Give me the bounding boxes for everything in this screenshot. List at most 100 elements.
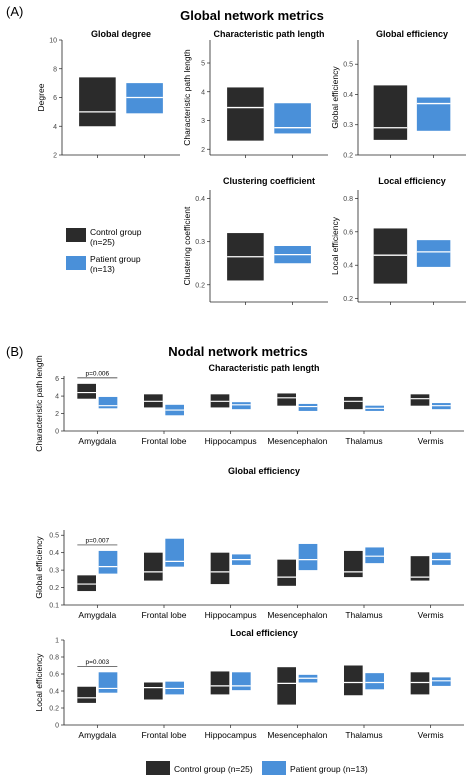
box-control [410, 672, 430, 695]
x-tick-label: Thalamus [345, 730, 382, 740]
chart-title: Global efficiency [376, 29, 448, 39]
x-tick-label: Frontal lobe [142, 730, 187, 740]
x-tick-label: Mesencephalon [267, 610, 327, 620]
y-tick-label: 2 [55, 411, 59, 418]
x-tick-label: Thalamus [345, 436, 382, 446]
x-tick-label: Vermis [418, 610, 444, 620]
legend-n-control: (n=25) [90, 237, 115, 247]
box-control [344, 550, 363, 578]
chart-1: Characteristic path length 2 3 4 5 Characteri… [182, 29, 328, 158]
y-axis-label: Local efficiency [330, 216, 340, 275]
x-tick-label: Hippocampus [205, 730, 257, 740]
chart-4: Local efficiency 0.2 0.4 0.6 0.8 Local effici… [330, 176, 466, 305]
y-tick-label: 4 [53, 124, 57, 131]
panel-a-legend: Control group (n=25) Patient group (n=13… [66, 227, 142, 274]
y-tick-label: 10 [49, 38, 57, 45]
box-control [344, 665, 363, 696]
y-tick-label: 0.3 [195, 239, 205, 246]
y-tick-label: 0.2 [195, 282, 205, 289]
y-tick-label: 6 [55, 376, 59, 383]
chart-7: Local efficiency 0 0.2 0.4 0.6 0.8 1 Local effi… [34, 628, 464, 740]
panel-b-title: Nodal network metrics [168, 344, 307, 359]
panel-b-label: (B) [6, 344, 23, 359]
box-control [79, 77, 116, 127]
x-tick-label: Frontal lobe [142, 436, 187, 446]
p-value-label: p=0.007 [85, 537, 109, 544]
x-tick-label: Amygdala [78, 610, 116, 620]
y-tick-label: 0.2 [343, 153, 353, 160]
y-tick-label: 0.3 [343, 122, 353, 129]
y-tick-label: 2 [201, 147, 205, 154]
y-axis-label: Characteristic path length [182, 49, 192, 146]
chart-title: Clustering coefficient [223, 176, 315, 186]
box-control [373, 228, 408, 284]
y-tick-label: 4 [201, 89, 205, 96]
y-tick-label: 2 [53, 153, 57, 160]
y-tick-label: 0.2 [49, 706, 59, 713]
chart-5: Characteristic path length 0 2 4 6 Characteri… [34, 355, 464, 452]
y-axis-label: Global efficiency [34, 536, 44, 599]
y-axis-label: Local efficiency [34, 653, 44, 712]
chart-title: Local efficiency [230, 628, 298, 638]
x-tick-label: Vermis [418, 730, 444, 740]
box-control [77, 383, 96, 399]
y-tick-label: 0.6 [49, 672, 59, 679]
p-value-label: p=0.003 [85, 659, 109, 666]
charts: Global degree246810DegreeCharacteristic … [34, 29, 466, 740]
box-patient [98, 550, 118, 574]
box-control [210, 671, 230, 695]
y-tick-label: 0.8 [343, 196, 353, 203]
box-patient [365, 547, 384, 564]
box-patient [298, 403, 318, 411]
y-tick-label: 4 [55, 394, 59, 401]
box-control [77, 575, 96, 592]
box-control [410, 394, 430, 406]
chart-title: Global efficiency [228, 466, 300, 476]
box-control [373, 85, 408, 140]
box-control [227, 87, 264, 141]
box-patient [165, 538, 184, 567]
y-tick-label: 0.3 [49, 568, 59, 575]
y-tick-label: 0.5 [343, 62, 353, 69]
p-value-label: p=0.006 [85, 370, 109, 377]
panel-b-legend: Control group (n=25) Patient group (n=13… [146, 761, 368, 775]
box-patient [416, 97, 451, 131]
legend-swatch-control [66, 228, 86, 242]
y-axis-label: Clustering coefficient [182, 206, 192, 285]
y-tick-label: 0.4 [49, 550, 59, 557]
chart-title: Characteristic path length [208, 363, 319, 373]
box-control [210, 552, 230, 585]
y-tick-label: 0.8 [49, 655, 59, 662]
y-tick-label: 0.4 [49, 689, 59, 696]
y-tick-label: 3 [201, 118, 205, 125]
box-control [344, 396, 363, 410]
box-patient [98, 672, 118, 693]
x-tick-label: Vermis [418, 436, 444, 446]
chart-6: Global efficiency 0.1 0.2 0.3 0.4 0.5 Global e… [34, 466, 464, 620]
y-tick-label: 0 [55, 723, 59, 730]
x-tick-label: Hippocampus [205, 436, 257, 446]
panel-a-label: (A) [6, 4, 23, 19]
x-tick-label: Mesencephalon [267, 436, 327, 446]
y-tick-label: 8 [53, 66, 57, 73]
box-patient [232, 672, 251, 691]
box-patient [232, 402, 251, 410]
chart-title: Local efficiency [378, 176, 446, 186]
box-patient [274, 103, 311, 134]
box-patient [298, 543, 318, 571]
box-patient [432, 552, 451, 565]
box-control [277, 393, 296, 406]
y-axis-label: Global efficiency [330, 66, 340, 129]
y-tick-label: 0.4 [343, 92, 353, 99]
box-patient [98, 396, 118, 409]
legend-swatch-control [146, 761, 170, 775]
box-patient [432, 677, 451, 686]
x-tick-label: Hippocampus [205, 610, 257, 620]
y-axis-label: Degree [36, 83, 46, 111]
x-tick-label: Mesencephalon [267, 730, 327, 740]
legend-n-patient: (n=13) [90, 264, 115, 274]
x-tick-label: Amygdala [78, 730, 116, 740]
chart-title: Characteristic path length [213, 29, 324, 39]
legend-swatch-patient [262, 761, 286, 775]
